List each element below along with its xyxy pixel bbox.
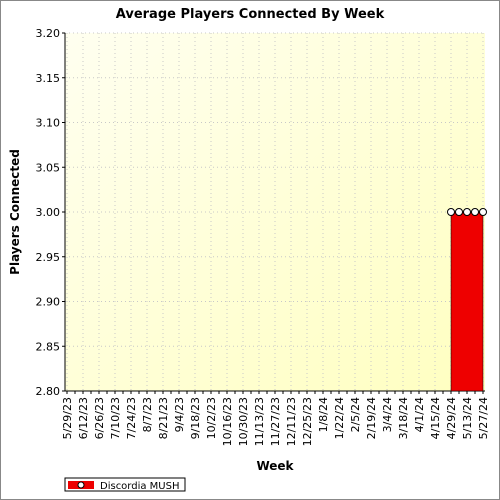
x-tick-label: 6/26/23: [93, 397, 106, 439]
x-tick-label: 2/5/24: [349, 397, 362, 432]
legend-label: Discordia MUSH: [100, 481, 180, 492]
x-tick-label: 10/2/23: [205, 397, 218, 439]
x-tick-label: 6/12/23: [77, 397, 90, 439]
x-tick-label: 11/13/23: [253, 397, 266, 446]
x-tick-label: 8/7/23: [141, 397, 154, 432]
x-tick-label: 11/27/23: [269, 397, 282, 446]
marker: [479, 208, 487, 216]
y-tick-label: 3.20: [36, 27, 61, 40]
y-tick-label: 3.15: [36, 72, 61, 85]
x-tick-label: 7/24/23: [125, 397, 138, 439]
x-tick-label: 5/27/24: [477, 397, 490, 439]
y-axis-label: Players Connected: [8, 149, 22, 275]
chart-title: Average Players Connected By Week: [116, 7, 385, 22]
x-tick-label: 10/30/23: [237, 397, 250, 446]
marker: [447, 208, 455, 216]
x-tick-label: 7/10/23: [109, 397, 122, 439]
marker: [471, 208, 479, 216]
marker: [463, 208, 471, 216]
x-tick-label: 5/13/24: [461, 397, 474, 439]
y-tick-label: 2.90: [36, 296, 61, 309]
x-tick-label: 4/15/24: [429, 397, 442, 439]
y-tick-label: 2.85: [36, 340, 61, 353]
marker: [455, 208, 463, 216]
legend: [64, 477, 186, 492]
x-tick-label: 12/25/23: [301, 397, 314, 446]
x-tick-label: 1/22/24: [333, 397, 346, 439]
y-tick-label: 3.05: [36, 161, 61, 174]
plot-area: [65, 33, 485, 391]
y-tick-label: 3.10: [36, 117, 61, 130]
x-tick-label: 3/18/24: [397, 397, 410, 439]
x-tick-label: 9/18/23: [189, 397, 202, 439]
legend-marker: [77, 481, 85, 489]
x-tick-label: 9/4/23: [173, 397, 186, 432]
y-tick-label: 2.95: [36, 251, 61, 264]
x-axis-label: Week: [256, 459, 294, 473]
area: [450, 211, 484, 392]
x-tick-label: 5/29/23: [61, 397, 74, 439]
x-tick-label: 4/1/24: [413, 397, 426, 432]
x-tick-label: 8/21/23: [157, 397, 170, 439]
x-tick-label: 3/4/24: [381, 397, 394, 432]
x-tick-label: 10/16/23: [221, 397, 234, 446]
x-tick-label: 4/29/24: [445, 397, 458, 439]
x-tick-label: 1/8/24: [317, 397, 330, 432]
y-tick-label: 2.80: [36, 385, 61, 398]
y-tick-label: 3.00: [36, 206, 61, 219]
x-tick-label: 2/19/24: [365, 397, 378, 439]
x-tick-label: 12/11/23: [285, 397, 298, 446]
